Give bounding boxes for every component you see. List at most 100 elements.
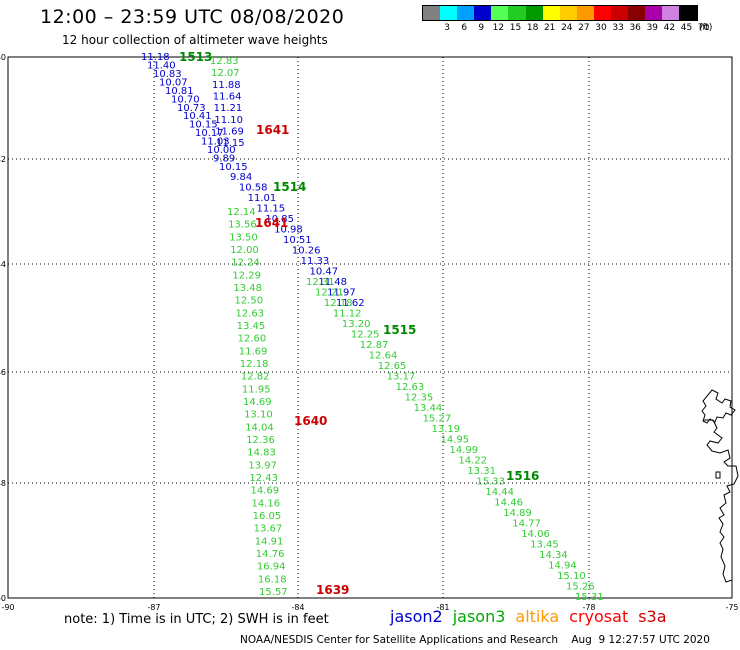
swh-value: 12.82 bbox=[241, 372, 270, 383]
swh-value: 12.00 bbox=[230, 245, 259, 256]
swh-value: 14.69 bbox=[250, 486, 279, 497]
legend-label: 12 bbox=[492, 23, 505, 33]
swh-value: 13.20 bbox=[342, 319, 371, 330]
swh-value: 15.31 bbox=[575, 592, 604, 603]
legend-swatch bbox=[423, 6, 441, 20]
swh-value: 13.19 bbox=[432, 424, 461, 435]
swh-value: 11.01 bbox=[248, 193, 277, 204]
legend-swatch bbox=[559, 6, 577, 20]
swh-value: 11.15 bbox=[216, 138, 245, 149]
satellite-jason2: jason2 bbox=[390, 607, 443, 626]
legend-swatch bbox=[508, 6, 526, 20]
swh-value: 14.69 bbox=[243, 397, 272, 408]
swh-value: 14.95 bbox=[441, 435, 470, 446]
swh-value: 10.51 bbox=[283, 235, 312, 246]
swh-value: 11.21 bbox=[214, 103, 243, 114]
swh-value: 12.18 bbox=[324, 298, 353, 309]
legend-swatch bbox=[611, 6, 629, 20]
gridlines bbox=[8, 57, 732, 598]
coastline-east bbox=[703, 419, 739, 583]
legend-label: 33 bbox=[612, 23, 624, 33]
satellite-s3a: s3a bbox=[638, 607, 667, 626]
swh-value: 12.63 bbox=[236, 308, 265, 319]
pass-number: 1640 bbox=[294, 414, 327, 428]
legend-swatch bbox=[474, 6, 492, 20]
longitude-label: -75 bbox=[725, 603, 738, 612]
swh-value: 12.63 bbox=[396, 382, 425, 393]
swh-value: 10.73 bbox=[177, 103, 206, 114]
pass-number: 1513 bbox=[179, 50, 212, 64]
legend-label: 15 bbox=[509, 23, 522, 33]
legend-label: 39 bbox=[646, 23, 659, 33]
swh-value: 13.67 bbox=[254, 524, 283, 535]
swh-value: 16.05 bbox=[253, 511, 282, 522]
swh-value: 14.46 bbox=[494, 498, 523, 509]
swh-value: 12.24 bbox=[231, 258, 260, 269]
legend-label: 24 bbox=[561, 23, 573, 33]
swh-value: 10.17 bbox=[195, 128, 224, 139]
swh-value: 13.10 bbox=[244, 410, 273, 421]
legend-swatch bbox=[542, 6, 560, 20]
swh-value: 10.15 bbox=[189, 120, 218, 131]
swh-value: 14.99 bbox=[449, 445, 478, 456]
swh-value: 13.48 bbox=[233, 283, 262, 294]
swh-value: 11.69 bbox=[215, 126, 244, 137]
swh-value: 11.10 bbox=[214, 115, 243, 126]
legend-swatch bbox=[440, 6, 458, 20]
legend-label: 30 bbox=[595, 23, 607, 33]
pass-number: 1515 bbox=[383, 323, 416, 337]
swh-value: 12.29 bbox=[232, 270, 261, 281]
swh-value: 11.18 bbox=[141, 52, 170, 63]
swh-value: 12.83 bbox=[210, 56, 239, 67]
swh-value: 12.35 bbox=[405, 393, 434, 404]
swh-value: 13.44 bbox=[414, 403, 443, 414]
coastline-island bbox=[715, 471, 721, 479]
swh-value: 12.31 bbox=[306, 277, 335, 288]
legend-label: 3 bbox=[444, 23, 450, 33]
satellite-key: jason2 jason3 altika cryosat s3a bbox=[390, 607, 677, 626]
swh-value: 14.34 bbox=[539, 550, 568, 561]
legend-label: 45 bbox=[680, 23, 693, 33]
longitude-label: -84 bbox=[291, 603, 304, 612]
swh-value: 14.44 bbox=[485, 487, 514, 498]
swh-value: 13.56 bbox=[228, 220, 257, 231]
swh-value: 11.97 bbox=[327, 288, 356, 299]
legend-label: 42 bbox=[663, 23, 676, 33]
legend-unit: (ft) bbox=[698, 23, 713, 33]
swh-value: 11.33 bbox=[301, 256, 330, 267]
swh-value: 14.06 bbox=[521, 529, 550, 540]
longitude-label: -81 bbox=[436, 603, 449, 612]
swh-value: 11.15 bbox=[257, 204, 286, 215]
swh-value: 10.85 bbox=[265, 214, 294, 225]
latitude-label: 50 bbox=[0, 594, 6, 603]
swh-value: 12.21 bbox=[315, 288, 344, 299]
swh-value: 15.57 bbox=[259, 587, 288, 598]
swh-value: 11.62 bbox=[336, 298, 365, 309]
swh-value: 14.04 bbox=[245, 422, 274, 433]
swh-value: 13.97 bbox=[248, 460, 277, 471]
swh-value: 13.50 bbox=[229, 232, 258, 243]
swh-value: 12.14 bbox=[227, 207, 256, 218]
legend-color-bar bbox=[422, 5, 698, 21]
swh-value: 14.83 bbox=[247, 448, 276, 459]
legend-label: 9 bbox=[478, 23, 485, 33]
swh-value: 12.07 bbox=[211, 68, 240, 79]
swh-value: 12.64 bbox=[369, 351, 398, 362]
swh-value: 11.40 bbox=[147, 60, 176, 71]
swh-value: 12.43 bbox=[249, 473, 278, 484]
swh-value: 14.89 bbox=[503, 508, 532, 519]
axis-labels: 40 42 44 46 48 50-90 -87 -84 -81 -78 -75 bbox=[0, 53, 739, 612]
longitude-label: -87 bbox=[147, 603, 160, 612]
legend-label: 6 bbox=[461, 23, 468, 33]
legend-swatch bbox=[645, 6, 663, 20]
legend-swatch bbox=[525, 6, 543, 20]
swh-value: 10.81 bbox=[165, 86, 194, 97]
swh-value: 11.69 bbox=[239, 346, 268, 357]
swh-value: 12.87 bbox=[360, 340, 389, 351]
swh-value: 12.36 bbox=[246, 435, 275, 446]
legend-labels: 3 6 9 12 15 18 21 24 27 30 33 36 39 42 45 70 (ft) bbox=[422, 21, 712, 33]
longitude-label: -90 bbox=[1, 603, 14, 612]
swh-value: 11.48 bbox=[318, 277, 347, 288]
latitude-label: 44 bbox=[0, 260, 6, 269]
